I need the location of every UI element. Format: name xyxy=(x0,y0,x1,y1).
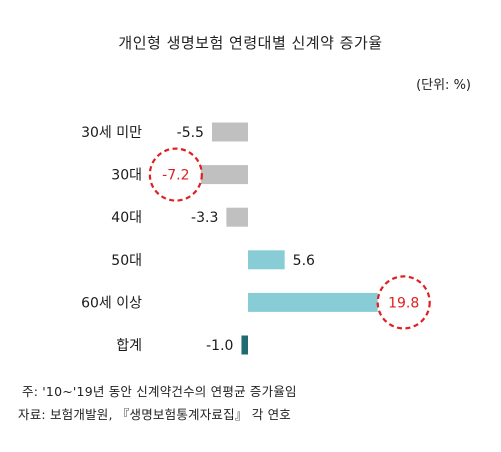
bar xyxy=(211,122,248,142)
category-label: 40대 xyxy=(111,210,142,226)
category-label: 합계 xyxy=(116,338,142,354)
category-label: 30세 미만 xyxy=(81,125,142,141)
footnote-source: 자료: 보험개발원, 『생명보험통계자료집』 각 연호 xyxy=(18,407,291,422)
unit-label: (단위: %) xyxy=(416,78,471,93)
value-label: -3.3 xyxy=(191,210,218,226)
category-label: 60세 이상 xyxy=(81,295,142,311)
chart-title: 개인형 생명보험 연령대별 신계약 증가율 xyxy=(118,34,383,52)
bar xyxy=(248,292,378,312)
value-label: -7.2 xyxy=(162,168,189,184)
value-label: -5.5 xyxy=(177,125,204,141)
bar xyxy=(200,165,248,185)
bar xyxy=(226,207,248,227)
value-label: 19.8 xyxy=(388,295,419,311)
value-label: 5.6 xyxy=(293,253,315,269)
bar xyxy=(248,250,285,270)
category-label: 50대 xyxy=(111,253,142,269)
highlight-circle xyxy=(148,147,203,202)
value-label: -1.0 xyxy=(206,338,233,354)
footnote-note: 주: '10~'19년 동안 신계약건수의 연평균 증가율임 xyxy=(22,384,297,399)
bar xyxy=(241,335,248,355)
highlight-circle xyxy=(376,275,431,330)
category-label: 30대 xyxy=(111,168,142,184)
